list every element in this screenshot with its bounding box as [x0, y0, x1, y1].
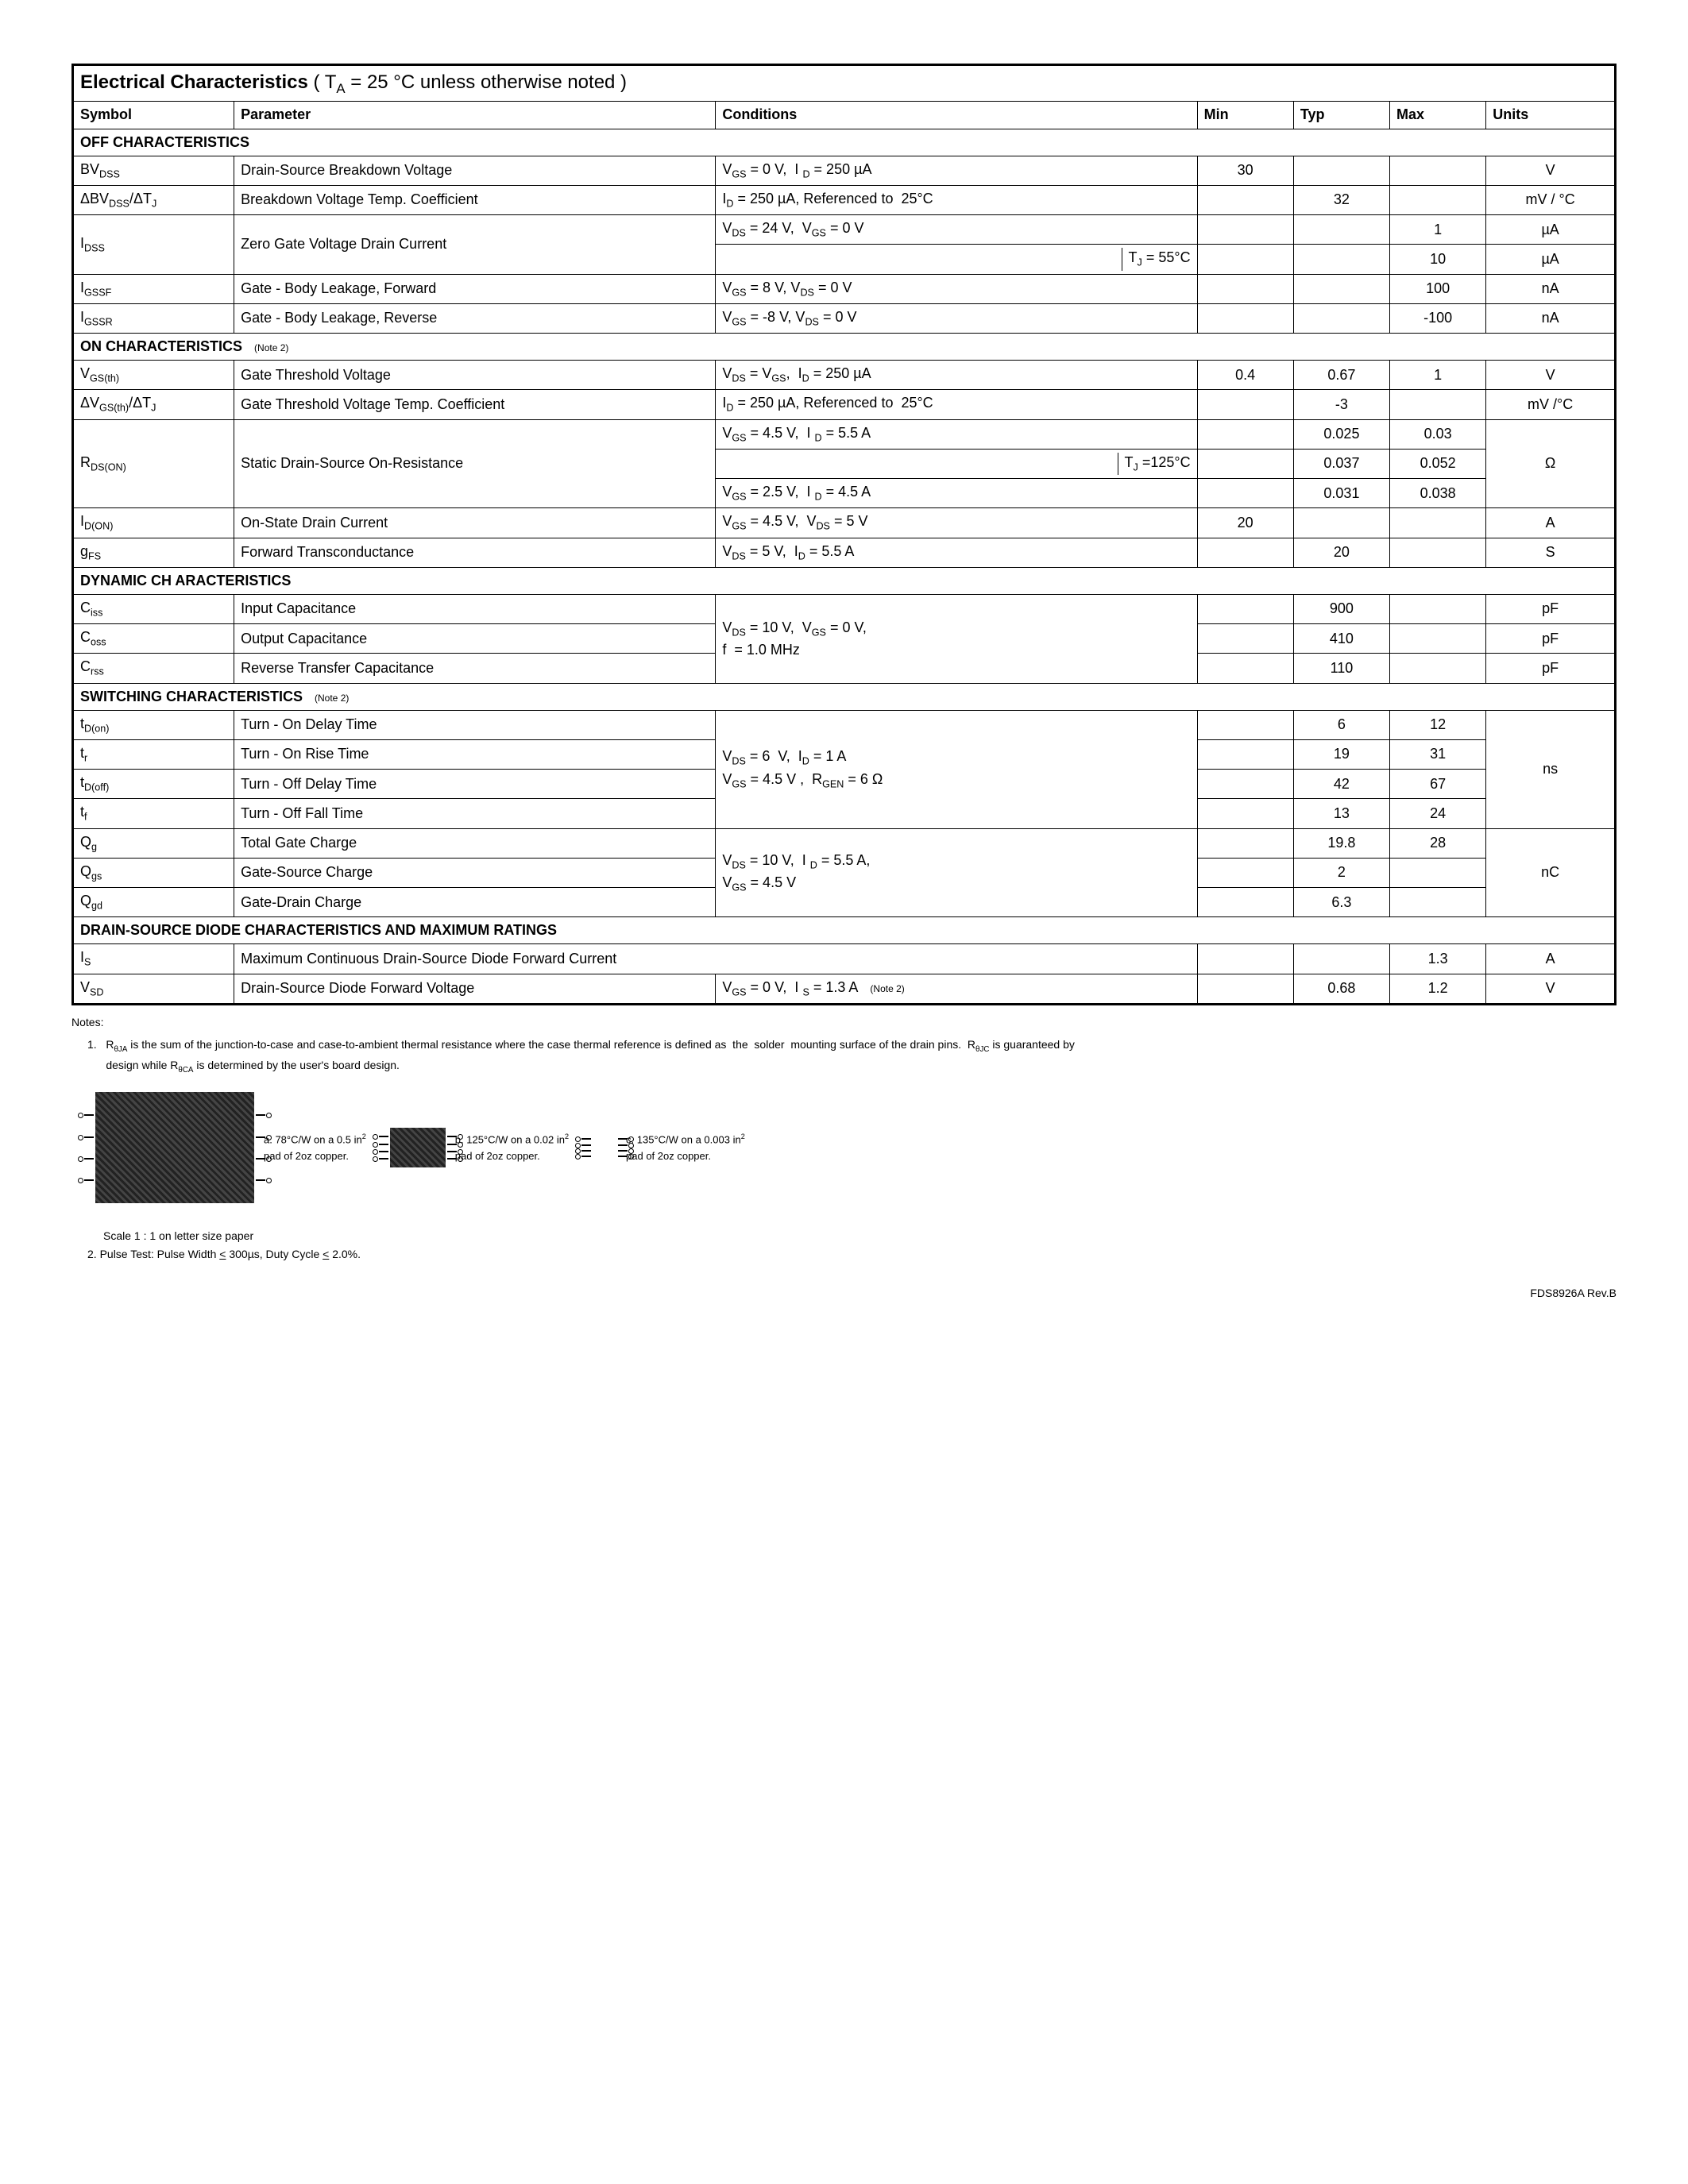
col-typ: Typ — [1293, 102, 1389, 129]
section-switching: SWITCHING CHARACTERISTICS (Note 2) — [74, 683, 1615, 710]
table-title: Electrical Characteristics ( TA = 25 °C … — [74, 66, 1615, 102]
table-row: IDSS Zero Gate Voltage Drain Current VDS… — [74, 215, 1615, 245]
pcb-pad-small-icon — [593, 1132, 616, 1163]
col-max: Max — [1390, 102, 1486, 129]
table-row: IGSSRGate - Body Leakage, Reverse VGS = … — [74, 303, 1615, 333]
table-row: ΔVGS(th)/ΔTJGate Threshold Voltage Temp.… — [74, 390, 1615, 419]
thermal-caption-c: c. 135°C/W on a 0.003 in2pad of 2oz copp… — [626, 1131, 745, 1165]
table-row: gFSForward Transconductance VDS = 5 V, I… — [74, 538, 1615, 567]
thermal-caption-a: a. 78°C/W on a 0.5 in2pad of 2oz copper. — [264, 1131, 366, 1165]
notes-label: Notes: — [71, 1013, 1617, 1031]
col-symbol: Symbol — [74, 102, 234, 129]
table-row: ΔBVDSS/ΔTJ Breakdown Voltage Temp. Coeff… — [74, 185, 1615, 214]
col-conditions: Conditions — [716, 102, 1197, 129]
table-row: ISMaximum Continuous Drain-Source Diode … — [74, 944, 1615, 974]
datasheet-table-container: Electrical Characteristics ( TA = 25 °C … — [71, 64, 1617, 1005]
notes-section: Notes: 1. RθJA is the sum of the junctio… — [71, 1013, 1617, 1263]
pcb-pad-large-icon — [95, 1092, 254, 1203]
table-row: BVDSS Drain-Source Breakdown Voltage VGS… — [74, 156, 1615, 185]
table-row: QgTotal Gate Charge VDS = 10 V, I D = 5.… — [74, 828, 1615, 858]
table-row: CissInput Capacitance VDS = 10 V, VGS = … — [74, 594, 1615, 623]
table-row: IGSSFGate - Body Leakage, Forward VGS = … — [74, 274, 1615, 303]
section-off: OFF CHARACTERISTICS — [74, 129, 1615, 156]
table-row: ID(ON)On-State Drain Current VGS = 4.5 V… — [74, 508, 1615, 538]
col-units: Units — [1486, 102, 1615, 129]
col-min: Min — [1197, 102, 1293, 129]
page-footer: FDS8926A Rev.B — [71, 1287, 1617, 1299]
section-dynamic: DYNAMIC CH ARACTERISTICS — [74, 567, 1615, 594]
note-2: 2. Pulse Test: Pulse Width < 300µs, Duty… — [71, 1245, 1617, 1263]
col-parameter: Parameter — [234, 102, 716, 129]
section-on: ON CHARACTERISTICS (Note 2) — [74, 334, 1615, 361]
table-row: VSDDrain-Source Diode Forward Voltage VG… — [74, 974, 1615, 1003]
electrical-characteristics-table: Electrical Characteristics ( TA = 25 °C … — [73, 65, 1615, 1004]
scale-note: Scale 1 : 1 on letter size paper — [71, 1227, 1617, 1244]
pcb-pad-medium-icon — [390, 1128, 446, 1167]
table-row: tD(on)Turn - On Delay Time VDS = 6 V, ID… — [74, 710, 1615, 739]
table-row: RDS(ON)Static Drain-Source On-Resistance… — [74, 419, 1615, 449]
thermal-caption-b: b. 125°C/W on a 0.02 in2pad of 2oz coppe… — [455, 1131, 569, 1165]
section-diode: DRAIN-SOURCE DIODE CHARACTERISTICS AND M… — [74, 917, 1615, 944]
table-row: VGS(th)Gate Threshold Voltage VDS = VGS,… — [74, 361, 1615, 390]
thermal-diagrams: a. 78°C/W on a 0.5 in2pad of 2oz copper.… — [95, 1092, 1617, 1203]
